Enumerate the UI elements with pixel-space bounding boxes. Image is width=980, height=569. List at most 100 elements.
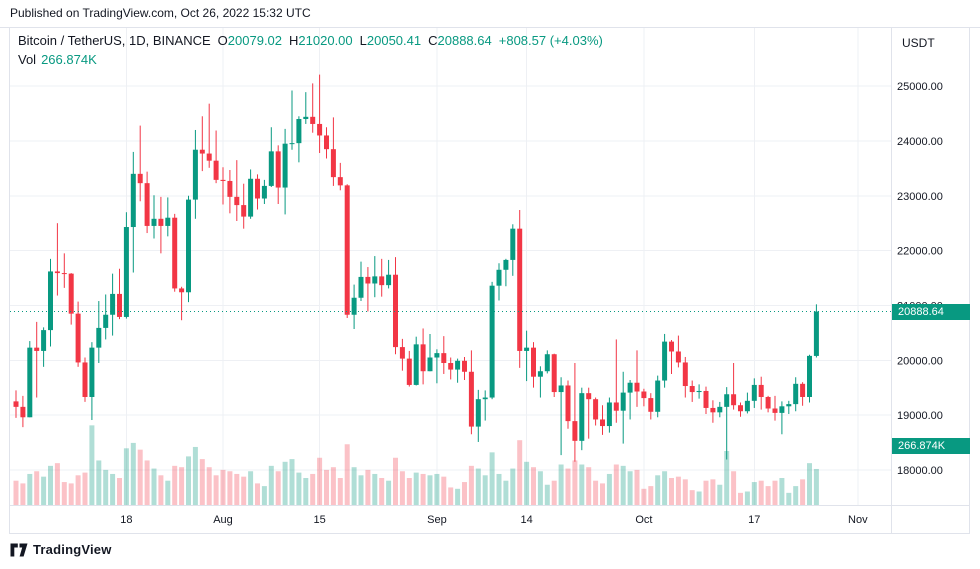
symbol-description: Bitcoin / TetherUS, 1D, BINANCE [18, 33, 211, 48]
volume-bar [289, 459, 295, 505]
volume-bar [448, 487, 454, 505]
candle-body [261, 185, 267, 199]
volume-bar [393, 457, 398, 505]
volume-bar [255, 483, 260, 505]
price-tick-label: 22000.00 [897, 246, 943, 258]
volume-bar [379, 478, 385, 505]
volume-bar [455, 488, 461, 505]
volume-bar [165, 480, 171, 505]
volume-bar [110, 473, 116, 505]
volume-bar [427, 475, 433, 505]
candle-body [682, 362, 688, 387]
volume-bar [751, 482, 757, 505]
candle-body [489, 285, 495, 398]
price-badge: 20888.64 [892, 304, 970, 320]
volume-bar [330, 467, 336, 505]
volume-bar [206, 467, 212, 505]
volume-bar [600, 483, 605, 505]
candle-body [248, 178, 254, 217]
volume-bar [813, 468, 819, 505]
candle-body [144, 183, 150, 226]
candle-body [717, 406, 723, 413]
candle-body [496, 269, 502, 286]
volume-bar [765, 486, 771, 505]
candle-body [75, 313, 81, 363]
price-tick-label: 23000.00 [897, 191, 943, 203]
volume-bar [689, 490, 695, 505]
candle-body [517, 228, 523, 351]
candle-body [227, 180, 233, 197]
candle-body [151, 218, 157, 226]
volume-bar [96, 460, 102, 505]
candle-body [744, 400, 750, 412]
candle-body [289, 143, 295, 145]
volume-bar [144, 460, 150, 505]
volume-bar [717, 484, 723, 505]
volume-bar [496, 473, 502, 505]
time-tick-label: Sep [427, 514, 447, 526]
volume-bar [261, 486, 267, 505]
volume-bar [696, 491, 702, 505]
candle-body [413, 344, 419, 385]
candle-body [731, 394, 737, 406]
volume-bar [61, 482, 67, 505]
volume-bar [489, 452, 495, 505]
candle-body [386, 274, 392, 286]
candle-body [524, 347, 530, 351]
time-tick-label: 14 [520, 514, 532, 526]
candle-body [634, 382, 640, 392]
volume-bar [662, 471, 668, 505]
candle-body [758, 384, 764, 397]
high-value: H21020.00 [289, 33, 353, 48]
candle-body [662, 341, 668, 381]
candle-body [399, 347, 405, 359]
candle-body [593, 399, 599, 420]
candle-body [558, 385, 564, 393]
time-tick-label: Nov [848, 514, 868, 526]
volume-bar [213, 475, 219, 505]
volume-bar [358, 475, 364, 505]
volume-bar [199, 459, 205, 505]
candle-body [696, 390, 702, 393]
candle-body [551, 354, 557, 393]
candle-body [613, 402, 619, 411]
candlestick-chart[interactable]: 25000.0024000.0023000.0022000.0021000.00… [10, 28, 970, 533]
volume-bar [186, 456, 191, 505]
candle-body [34, 347, 40, 351]
candle-body [751, 384, 757, 401]
candle-body [468, 371, 474, 427]
volume-bar [524, 461, 530, 505]
candle-body [503, 259, 509, 270]
volume-bar [731, 471, 737, 505]
candle-body [165, 217, 171, 226]
candle-body [117, 293, 122, 317]
candle-body [241, 205, 247, 217]
volume-bar [620, 465, 626, 505]
candle-body [234, 196, 240, 206]
volume-bar [613, 464, 619, 505]
candle-body [379, 276, 385, 286]
candle-body [600, 419, 605, 427]
candle-body [255, 178, 260, 199]
candle-body [103, 314, 109, 328]
volume-bar [413, 472, 419, 505]
candle-body [703, 390, 709, 408]
candle-body [669, 341, 674, 352]
candle-body [137, 173, 143, 184]
chart-widget: 25000.0024000.0023000.0022000.0021000.00… [9, 28, 970, 534]
volume-bar [268, 465, 274, 505]
candle-body [172, 217, 178, 289]
footer-brand[interactable]: TradingView [33, 542, 112, 557]
candle-body [365, 276, 371, 284]
volume-value: 266.874K [41, 52, 97, 67]
candle-body [813, 311, 819, 356]
candle-body [330, 149, 336, 178]
candle-body [27, 347, 33, 418]
candle-body [620, 392, 626, 411]
volume-bar [462, 482, 467, 505]
candle-body [475, 399, 481, 427]
volume-bar [710, 479, 716, 505]
tradingview-logo-icon[interactable] [10, 543, 28, 557]
volume-bar [724, 451, 730, 505]
price-tick-label: 20000.00 [897, 355, 943, 367]
